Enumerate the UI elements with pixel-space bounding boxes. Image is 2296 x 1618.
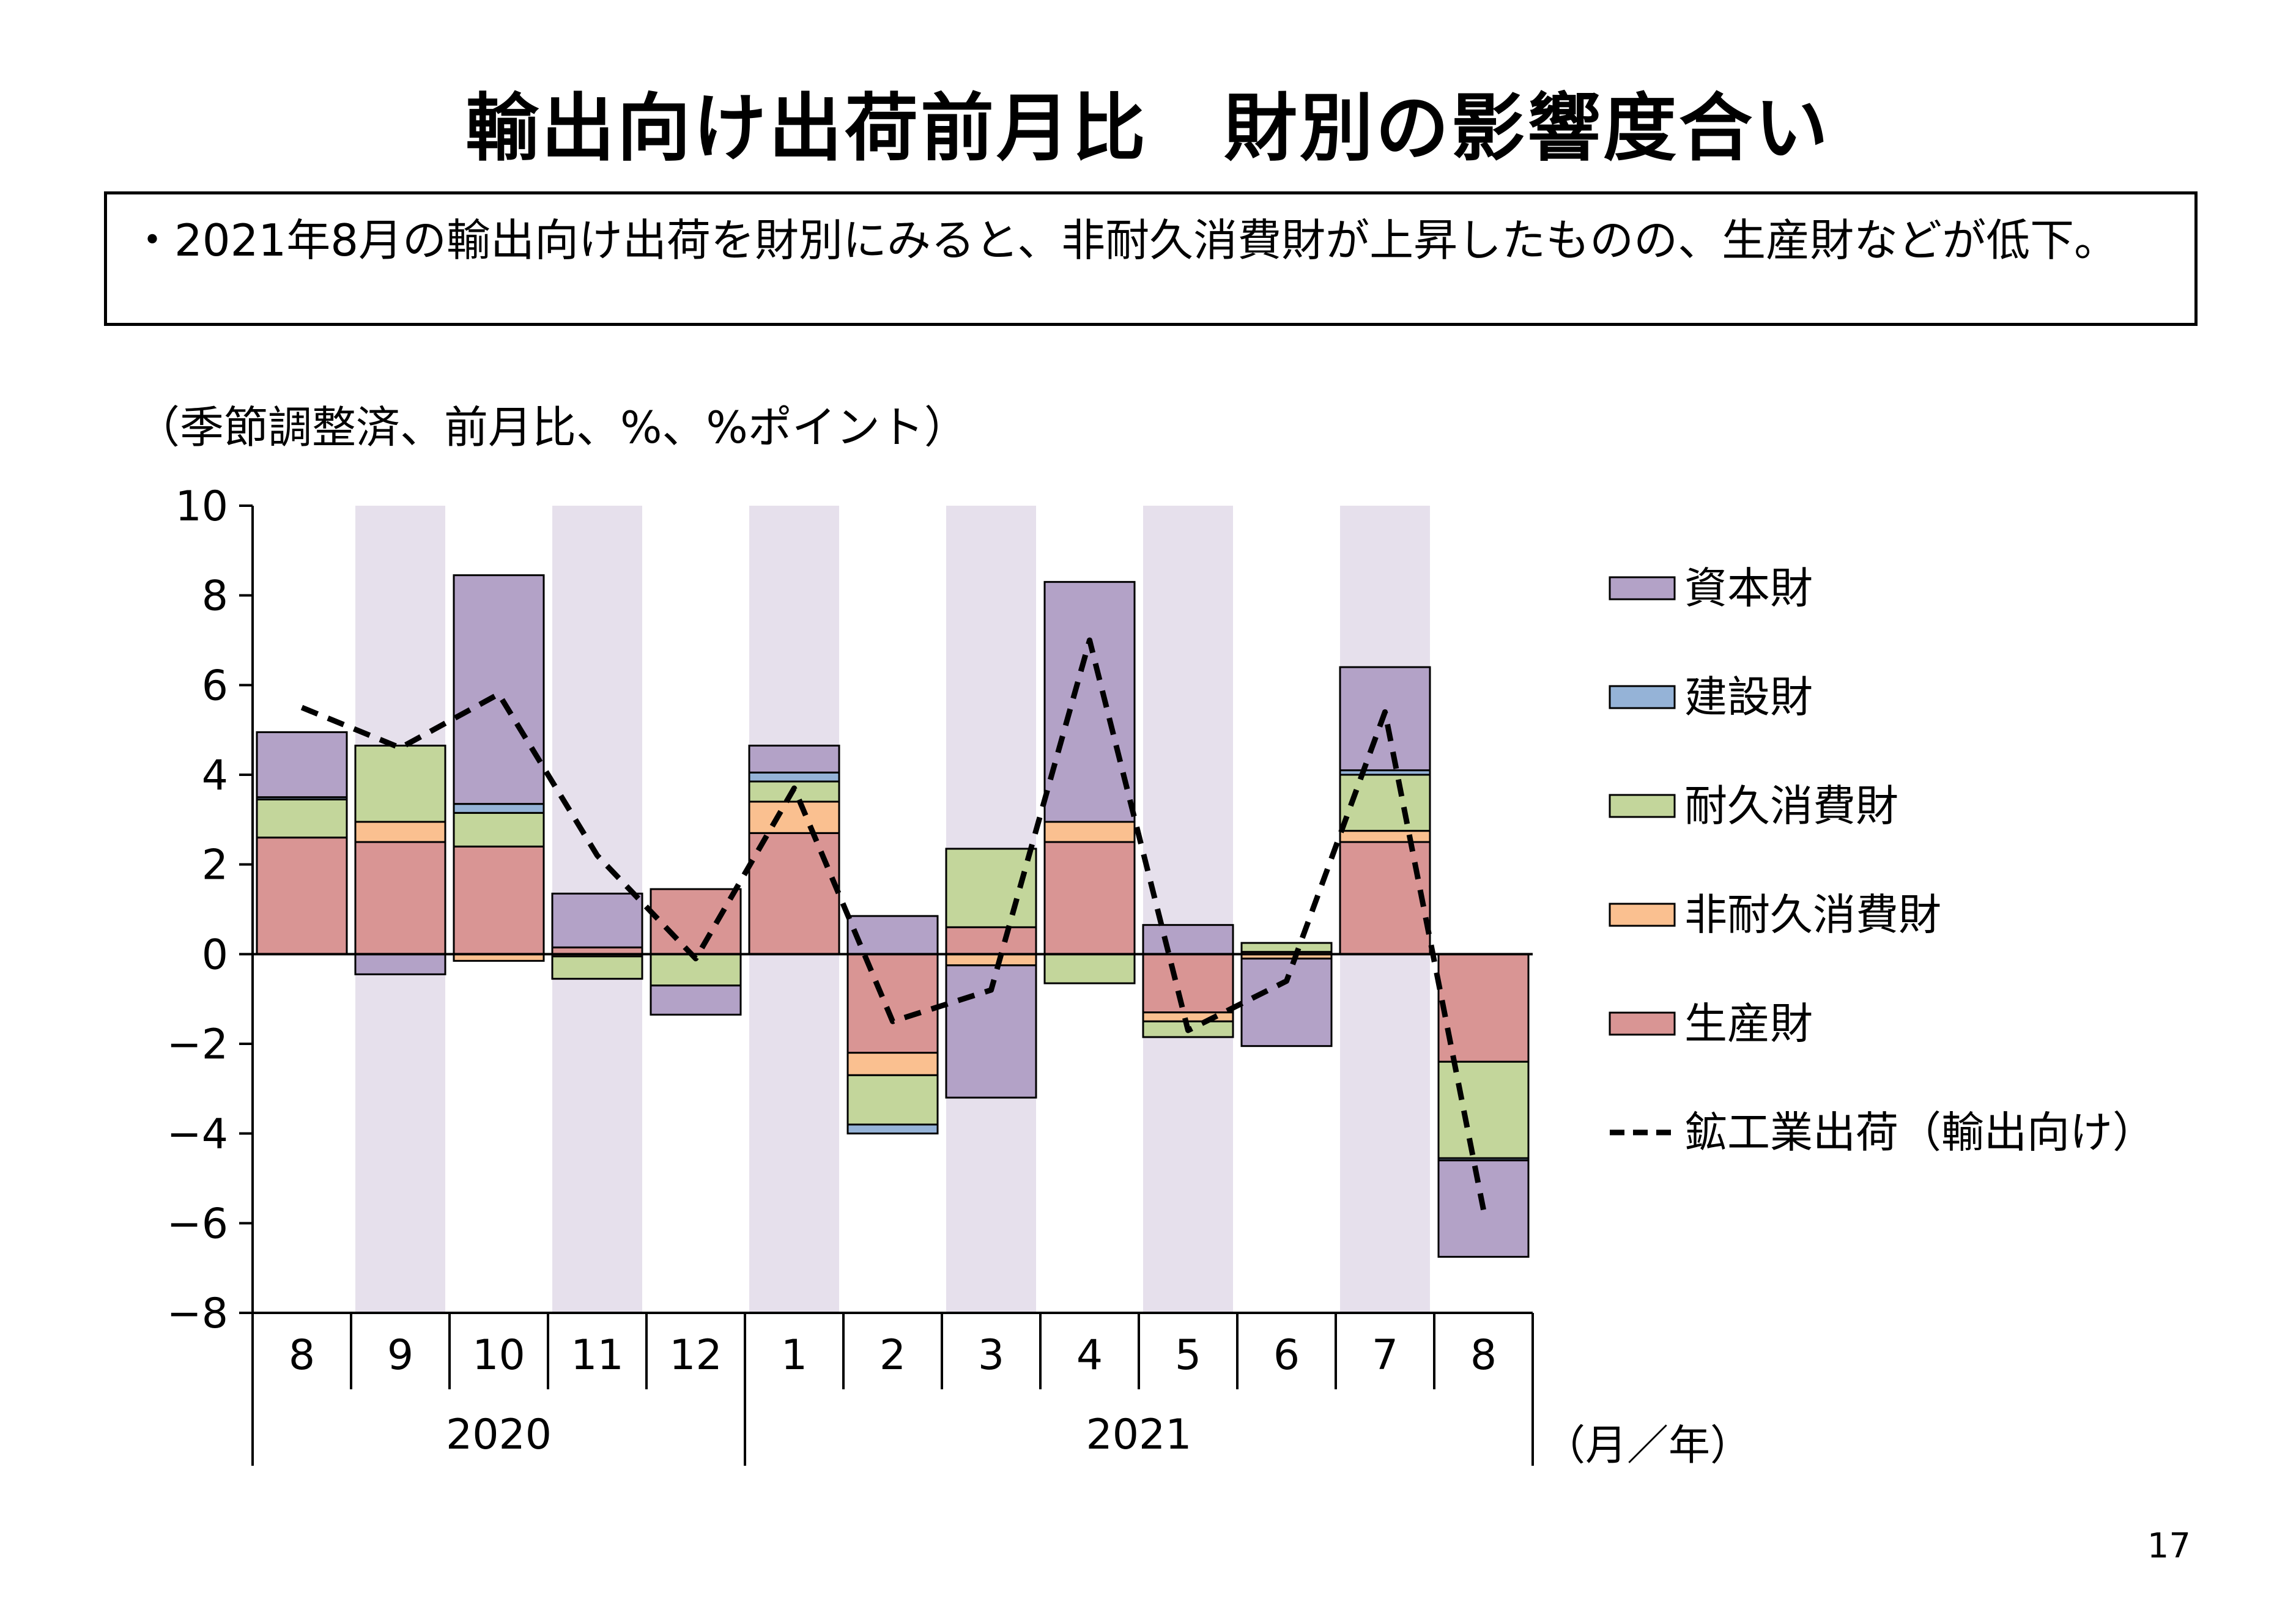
- x-tick-label: 3: [978, 1331, 1004, 1380]
- x-tick-label: 5: [1175, 1331, 1201, 1380]
- bar-segment-0-4: [256, 731, 348, 799]
- legend-label-0: 資本財: [1684, 563, 1813, 613]
- x-tick-label: 4: [1076, 1331, 1103, 1380]
- bar-segment-6-3: [846, 1123, 939, 1135]
- bar-segment-11-1: [1339, 830, 1431, 843]
- x-unit-label: （月／年）: [1544, 1422, 1752, 1470]
- legend-label-3: 非耐久消費財: [1684, 890, 1941, 940]
- y-tick-label: −6: [167, 1200, 228, 1248]
- bar-segment-5-4: [748, 744, 840, 774]
- page-number: 17: [2147, 1526, 2191, 1566]
- bar-segment-12-2: [1437, 1060, 1530, 1159]
- x-tick-label: 11: [571, 1331, 624, 1380]
- legend-swatch-3: [1609, 903, 1676, 927]
- page-title: 輸出向け出荷前月比 財別の影響度合い: [465, 86, 1831, 171]
- bar-segment-3-2: [551, 955, 643, 980]
- x-tick-label: 9: [387, 1331, 413, 1380]
- x-tick-label: 10: [472, 1331, 525, 1380]
- year-label: 2021: [1086, 1411, 1191, 1459]
- y-tick-label: 10: [175, 482, 228, 531]
- bar-segment-5-0: [748, 832, 840, 955]
- bar-segment-10-4: [1240, 958, 1333, 1047]
- bar-segment-6-0: [846, 953, 939, 1054]
- bar-segment-6-4: [846, 915, 939, 955]
- bar-segment-11-0: [1339, 841, 1431, 955]
- legend-line-label: 鉱工業出荷（輸出向け）: [1684, 1107, 2155, 1158]
- bar-segment-9-4: [1142, 924, 1234, 955]
- year-label: 2020: [446, 1411, 552, 1459]
- bar-segment-5-1: [748, 800, 840, 834]
- bar-segment-7-1: [945, 953, 1037, 967]
- bar-segment-3-4: [551, 892, 643, 948]
- bar-segment-1-1: [354, 821, 446, 843]
- bar-segment-2-0: [453, 845, 545, 955]
- x-tick-label: 8: [1470, 1331, 1497, 1380]
- bar-segment-7-0: [945, 926, 1037, 955]
- legend-swatch-4: [1609, 1011, 1676, 1036]
- legend-swatch-0: [1609, 576, 1676, 600]
- bar-segment-0-2: [256, 798, 348, 839]
- legend-label-2: 耐久消費財: [1684, 781, 1898, 831]
- unit-label: （季節調整済、前月比、%、%ポイント）: [136, 402, 968, 453]
- x-tick-label: 2: [880, 1331, 906, 1380]
- line-series-path: [300, 637, 1486, 1211]
- legend-label-1: 建設財: [1684, 672, 1813, 722]
- bar-segment-5-3: [748, 771, 840, 783]
- bar-segment-8-0: [1043, 841, 1136, 955]
- summary-box: ・2021年8月の輸出向け出荷を財別にみると、非耐久消費財が上昇したものの、生産…: [104, 191, 2198, 326]
- bar-segment-11-2: [1339, 774, 1431, 832]
- bar-segment-0-0: [256, 837, 348, 955]
- bar-segment-8-1: [1043, 821, 1136, 843]
- y-tick-label: −2: [167, 1021, 228, 1069]
- axes: 10 8 6 4 2 0 −2 −4 −6 −8: [167, 482, 1533, 1338]
- x-tick-label: 6: [1273, 1331, 1300, 1380]
- bar-segment-2-2: [453, 811, 545, 848]
- bar-segment-2-3: [453, 803, 545, 814]
- y-tick-label: 4: [202, 752, 228, 800]
- bar-segment-9-0: [1142, 953, 1234, 1014]
- bar-segment-8-4: [1043, 581, 1136, 823]
- bar-segment-8-2: [1043, 953, 1136, 984]
- bar-segment-1-0: [354, 841, 446, 955]
- bar-segment-1-4: [354, 953, 446, 975]
- bar-segment-4-0: [650, 888, 742, 955]
- x-tick-label: 12: [669, 1331, 722, 1380]
- legend-swatch-2: [1609, 794, 1676, 818]
- bar-segment-6-2: [846, 1074, 939, 1126]
- x-tick-label: 7: [1372, 1331, 1398, 1380]
- line-series: [300, 637, 1486, 1211]
- bar-segment-11-4: [1339, 666, 1431, 772]
- x-tick-label: 8: [289, 1331, 315, 1380]
- bar-segment-6-1: [846, 1052, 939, 1076]
- bars: [256, 574, 1530, 1258]
- y-tick-label: 0: [202, 931, 228, 979]
- legend-label-4: 生産財: [1684, 999, 1813, 1049]
- y-tick-label: 8: [202, 572, 228, 621]
- bar-segment-1-2: [354, 744, 446, 823]
- x-tick-label: 1: [781, 1331, 807, 1380]
- y-tick-label: 6: [202, 662, 228, 710]
- bar-segment-2-4: [453, 574, 545, 805]
- bar-segment-10-2: [1240, 942, 1333, 953]
- y-tick-label: −8: [167, 1290, 228, 1338]
- bar-segment-4-4: [650, 984, 742, 1016]
- y-tick-label: 2: [202, 841, 228, 890]
- summary-text: ・2021年8月の輸出向け出荷を財別にみると、非耐久消費財が上昇したものの、生産…: [130, 215, 2119, 266]
- legend-swatch-1: [1609, 685, 1676, 709]
- y-tick-label: −4: [167, 1110, 228, 1159]
- bar-segment-12-0: [1437, 953, 1530, 1063]
